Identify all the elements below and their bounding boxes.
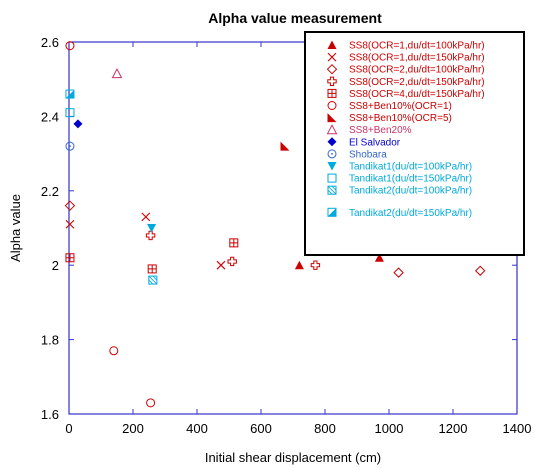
data-point (65, 141, 75, 151)
legend-box (304, 31, 525, 256)
x-tick-label: 1400 (503, 421, 532, 436)
legend-label: Tandikat1(du/dt=100kPa/hr) (349, 162, 472, 173)
x-tick-label: 400 (186, 421, 208, 436)
legend-marker (327, 173, 337, 183)
legend-marker (327, 185, 337, 195)
x-tick-label: 1200 (439, 421, 468, 436)
y-tick-label: 2 (52, 258, 59, 273)
data-point (374, 253, 384, 262)
data-point (109, 346, 119, 356)
data-point (65, 108, 75, 118)
legend-marker (326, 124, 338, 135)
data-point (65, 219, 75, 229)
data-point (294, 260, 304, 270)
chart-title: Alpha value measurement (208, 10, 382, 26)
data-point (65, 253, 75, 263)
legend-label: Tandikat2(du/dt=150kPa/hr) (349, 208, 472, 219)
data-point (216, 260, 226, 270)
legend-marker (327, 52, 337, 62)
data-point (65, 89, 75, 99)
data-point (148, 275, 158, 285)
legend-marker (326, 63, 338, 75)
x-tick-label: 800 (314, 421, 336, 436)
data-point (280, 141, 290, 151)
legend-label: Tandikat1(du/dt=150kPa/hr) (349, 174, 472, 185)
y-tick-label: 2.6 (41, 35, 59, 50)
x-tick-label: 200 (122, 421, 144, 436)
data-point (227, 256, 237, 267)
legend-marker (327, 101, 337, 110)
y-tick-label: 2.2 (41, 184, 59, 199)
y-axis-label: Alpha value (8, 194, 23, 262)
data-point (474, 265, 486, 276)
x-tick-label: 1000 (375, 421, 404, 436)
data-point (146, 398, 156, 408)
y-tick-label: 2.4 (41, 109, 59, 124)
legend-marker (327, 40, 337, 49)
legend-marker (327, 76, 337, 86)
legend-label: SS8+Ben10%(OCR=5) (349, 113, 452, 124)
legend-marker (327, 113, 337, 123)
data-point (393, 267, 404, 278)
data-point (310, 260, 321, 270)
data-point (141, 212, 151, 222)
legend-marker (327, 162, 337, 171)
x-tick-label: 0 (65, 421, 72, 436)
y-tick-label: 1.8 (41, 333, 59, 348)
legend-marker (327, 207, 337, 217)
data-point (147, 224, 157, 233)
legend-marker (327, 88, 337, 98)
legend-marker (327, 137, 337, 147)
data-points (64, 41, 486, 408)
data-point (111, 68, 123, 79)
legend: SS8(OCR=1,du/dt=100kPa/hr)SS8(OCR=1,du/d… (304, 31, 525, 256)
legend-label: SS8+Ben10%(OCR=1) (349, 101, 452, 112)
legend-label: SS8(OCR=2,du/dt=150kPa/hr) (349, 77, 485, 88)
legend-label: SS8+Ben20% (349, 125, 412, 136)
y-axis: 1.6 1.8 2 2.2 2.4 2.6 (41, 35, 517, 422)
data-point (65, 41, 75, 51)
data-point (73, 119, 83, 129)
x-axis-label: Initial shear displacement (cm) (205, 450, 381, 465)
x-tick-label: 600 (250, 421, 272, 436)
legend-label: El Salvador (349, 137, 401, 148)
data-point (64, 200, 76, 211)
data-point (229, 238, 239, 248)
legend-label: SS8(OCR=1,du/dt=100kPa/hr) (349, 41, 485, 52)
legend-label: SS8(OCR=2,du/dt=100kPa/hr) (349, 65, 485, 76)
data-point (147, 264, 157, 274)
x-axis: 0 200 400 600 800 1000 1200 1400 (65, 42, 531, 436)
legend-label: SS8(OCR=4,du/dt=150kPa/hr) (349, 89, 485, 100)
legend-label: SS8(OCR=1,du/dt=150kPa/hr) (349, 53, 485, 64)
data-point (145, 230, 156, 241)
legend-marker (327, 149, 337, 159)
y-tick-label: 1.6 (41, 407, 59, 422)
legend-label: Tandikat2(du/dt=100kPa/hr) (349, 186, 472, 197)
legend-label: Shobara (349, 149, 387, 160)
